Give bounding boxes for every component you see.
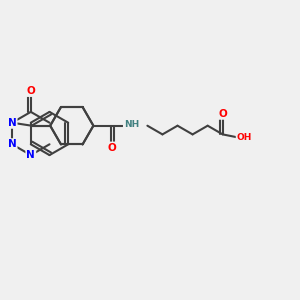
Text: O: O [218, 109, 227, 119]
Text: NH: NH [124, 120, 139, 129]
Text: OH: OH [237, 133, 252, 142]
Text: O: O [26, 86, 35, 96]
Text: O: O [107, 142, 116, 153]
Text: N: N [8, 118, 16, 128]
Text: N: N [26, 150, 35, 160]
Text: N: N [8, 139, 16, 149]
